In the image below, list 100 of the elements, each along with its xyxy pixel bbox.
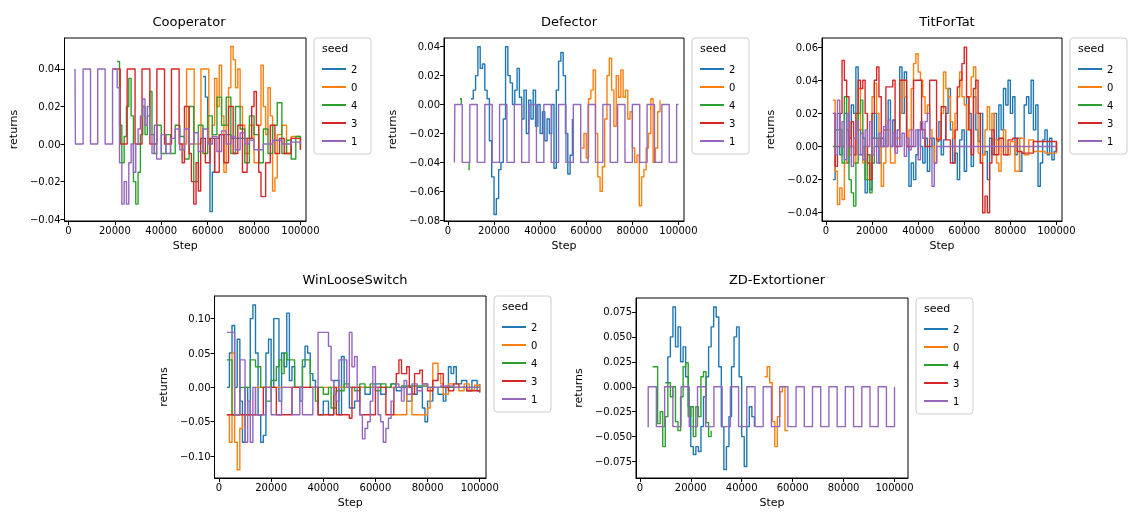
x-axis-title: Step xyxy=(172,239,198,252)
y-tick-label: −0.075 xyxy=(594,456,632,468)
y-tick-label: 0.050 xyxy=(603,331,632,343)
y-tick-label: −0.05 xyxy=(179,416,211,428)
legend-label: 1 xyxy=(531,393,538,405)
y-tick-label: −0.04 xyxy=(409,156,440,168)
chart-title: TitForTat xyxy=(918,14,975,29)
y-tick-label: −0.10 xyxy=(179,450,211,462)
y-tick-label: −0.04 xyxy=(29,213,61,225)
x-tick-label: 100000 xyxy=(875,481,914,493)
x-tick-label: 40000 xyxy=(145,224,178,236)
legend-label: 4 xyxy=(531,357,538,369)
x-tick-label: 60000 xyxy=(191,224,224,236)
legend-label: 4 xyxy=(1107,99,1114,111)
y-axis-title: returns xyxy=(157,367,170,407)
legend-label: 2 xyxy=(729,63,736,75)
y-tick-label: 0.00 xyxy=(417,99,440,111)
x-tick-label: 0 xyxy=(215,481,223,493)
x-axis-title: Step xyxy=(759,496,785,509)
legend-label: 3 xyxy=(351,117,358,129)
legend-label: 3 xyxy=(1107,117,1114,129)
y-tick-label: 0.06 xyxy=(795,41,818,53)
legend-title: seed xyxy=(502,300,529,313)
y-tick-label: −0.08 xyxy=(409,214,440,226)
y-tick-label: 0.00 xyxy=(38,138,61,150)
x-tick-label: 20000 xyxy=(255,481,288,493)
y-tick-label: 0.02 xyxy=(795,107,818,119)
legend-label: 0 xyxy=(531,339,538,351)
x-tick-label: 100000 xyxy=(1037,224,1076,236)
y-axis-title: returns xyxy=(386,109,400,150)
x-tick-label: 80000 xyxy=(238,224,270,236)
x-tick-label: 80000 xyxy=(616,224,649,236)
y-tick-label: 0.00 xyxy=(795,140,818,152)
legend-label: 3 xyxy=(953,377,960,389)
legend-title: seed xyxy=(700,42,727,55)
x-tick-label: 60000 xyxy=(570,224,603,236)
legend-label: 1 xyxy=(351,135,358,147)
legend-label: 1 xyxy=(729,135,736,147)
y-tick-label: 0.05 xyxy=(188,347,211,359)
x-tick-label: 20000 xyxy=(674,481,707,493)
x-tick-label: 100000 xyxy=(659,224,698,236)
legend-label: 3 xyxy=(531,375,538,387)
chart-title: WinLooseSwitch xyxy=(302,272,408,287)
y-tick-label: 0.02 xyxy=(417,70,440,82)
y-tick-label: 0.04 xyxy=(38,63,61,75)
y-tick-label: −0.02 xyxy=(787,174,818,186)
y-tick-label: 0.075 xyxy=(603,306,632,318)
legend-title: seed xyxy=(322,42,349,55)
legend-label: 2 xyxy=(351,63,358,75)
y-tick-label: 0.000 xyxy=(603,381,632,393)
legend-label: 4 xyxy=(953,359,960,371)
y-tick-label: −0.02 xyxy=(29,176,61,188)
y-tick-label: −0.02 xyxy=(409,127,440,139)
legend-title: seed xyxy=(924,302,951,315)
y-tick-label: 0.00 xyxy=(188,381,211,393)
chart-title: Cooperator xyxy=(152,14,227,29)
chart-title: ZD-Extortioner xyxy=(728,272,826,287)
legend-label: 1 xyxy=(953,395,960,407)
x-axis-title: Step xyxy=(929,239,955,252)
x-tick-label: 0 xyxy=(444,224,452,236)
y-axis-title: returns xyxy=(7,109,20,150)
legend-title: seed xyxy=(1078,42,1105,55)
legend-label: 2 xyxy=(953,323,960,335)
legend-label: 4 xyxy=(351,99,358,111)
x-tick-label: 40000 xyxy=(725,481,758,493)
y-tick-label: −0.04 xyxy=(787,207,818,219)
x-tick-label: 60000 xyxy=(359,481,392,493)
legend-label: 0 xyxy=(953,341,960,353)
x-axis-title: Step xyxy=(551,239,577,252)
x-tick-label: 80000 xyxy=(827,481,860,493)
y-tick-label: −0.06 xyxy=(409,185,440,197)
y-tick-label: −0.025 xyxy=(594,406,632,418)
y-tick-label: −0.050 xyxy=(594,431,632,443)
legend-label: 0 xyxy=(729,81,736,93)
legend-label: 4 xyxy=(729,99,736,111)
x-tick-label: 0 xyxy=(65,224,72,236)
y-axis-title: returns xyxy=(572,368,586,408)
x-tick-label: 100000 xyxy=(281,224,320,236)
x-tick-label: 20000 xyxy=(856,224,888,236)
x-tick-label: 20000 xyxy=(98,224,131,236)
x-tick-label: 0 xyxy=(636,481,644,493)
legend-label: 0 xyxy=(1107,81,1114,93)
x-tick-label: 40000 xyxy=(524,224,557,236)
x-tick-label: 80000 xyxy=(411,481,444,493)
y-tick-label: 0.04 xyxy=(795,74,818,86)
legend-label: 0 xyxy=(351,81,358,93)
x-tick-label: 80000 xyxy=(994,224,1027,236)
y-tick-label: 0.02 xyxy=(38,101,61,113)
legend-label: 1 xyxy=(1107,135,1114,147)
legend-label: 3 xyxy=(729,117,736,129)
x-tick-label: 40000 xyxy=(902,224,935,236)
y-tick-label: 0.10 xyxy=(188,313,211,325)
y-tick-label: 0.04 xyxy=(417,41,440,53)
x-tick-label: 0 xyxy=(822,224,830,236)
chart-title: Defector xyxy=(540,14,598,29)
x-tick-label: 40000 xyxy=(307,481,340,493)
y-tick-label: 0.025 xyxy=(603,356,632,368)
x-tick-label: 60000 xyxy=(776,481,809,493)
legend-label: 2 xyxy=(531,321,538,333)
x-tick-label: 100000 xyxy=(460,481,499,493)
